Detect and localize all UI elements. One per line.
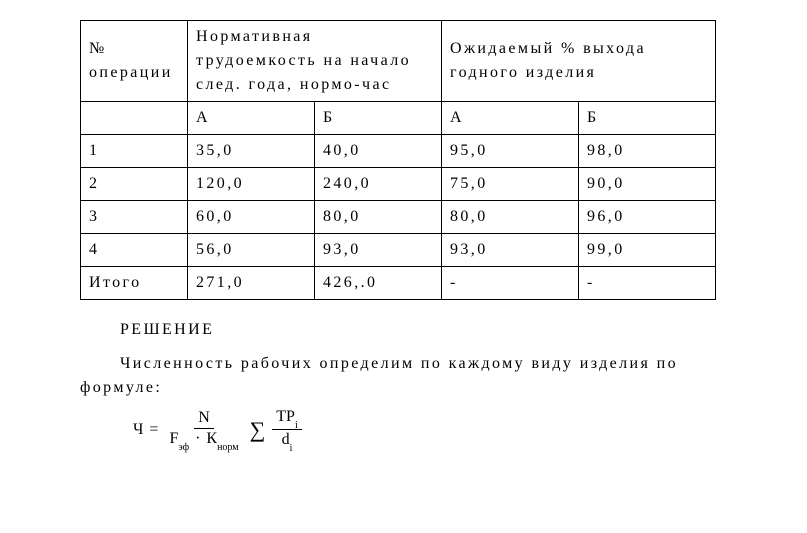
cell-ob: 98,0 — [579, 135, 716, 168]
cell-total-ob: - — [579, 267, 716, 300]
cell-total-tb: 426,.0 — [315, 267, 442, 300]
formula-eq: = — [149, 418, 158, 442]
col-out: Ожидаемый % выхода годного изделия — [442, 21, 716, 102]
frac1-den: Fэф · Кнорм — [165, 429, 242, 450]
cell-ta: 60,0 — [188, 201, 315, 234]
cell-total-oa: - — [442, 267, 579, 300]
table-row: 3 60,0 80,0 80,0 96,0 — [81, 201, 716, 234]
sub-col-a-2: А — [442, 102, 579, 135]
cell-oa: 93,0 — [442, 234, 579, 267]
frac2-den: di — [278, 430, 297, 451]
frac2-num: ТРi — [272, 408, 301, 430]
formula-frac-2: ТРi di — [272, 408, 301, 451]
cell-op: 2 — [81, 168, 188, 201]
table-row: 2 120,0 240,0 75,0 90,0 — [81, 168, 716, 201]
cell-tb: 93,0 — [315, 234, 442, 267]
cell-tb: 240,0 — [315, 168, 442, 201]
cell-ta: 56,0 — [188, 234, 315, 267]
table-row: 4 56,0 93,0 93,0 99,0 — [81, 234, 716, 267]
cell-total-ta: 271,0 — [188, 267, 315, 300]
frac2-den-sub: i — [290, 443, 293, 454]
cell-tb: 80,0 — [315, 201, 442, 234]
formula: Ч = N Fэф · Кнорм ∑ ТРi di — [130, 408, 306, 451]
section-title: РЕШЕНИЕ — [120, 318, 747, 342]
frac1-den-F-sub: эф — [178, 442, 189, 453]
table-header-row-1: № операции Нормативная трудоемкость на н… — [81, 21, 716, 102]
formula-block: Ч = N Fэф · Кнорм ∑ ТРi di — [130, 408, 747, 451]
frac2-den-text: d — [282, 431, 290, 448]
cell-ob: 96,0 — [579, 201, 716, 234]
frac2-num-sub: i — [295, 420, 298, 431]
table-total-row: Итого 271,0 426,.0 - - — [81, 267, 716, 300]
cell-ta: 35,0 — [188, 135, 315, 168]
formula-lhs: Ч — [133, 418, 143, 442]
cell-oa: 95,0 — [442, 135, 579, 168]
frac2-num-text: ТР — [276, 408, 295, 425]
cell-ob: 90,0 — [579, 168, 716, 201]
cell-total-label: Итого — [81, 267, 188, 300]
frac1-den-dot: · — [195, 430, 200, 447]
cell-tb: 40,0 — [315, 135, 442, 168]
cell-op: 3 — [81, 201, 188, 234]
frac1-den-K: К — [206, 430, 217, 447]
table-header-row-2: А Б А Б — [81, 102, 716, 135]
cell-op: 4 — [81, 234, 188, 267]
cell-oa: 80,0 — [442, 201, 579, 234]
frac1-den-K-sub: норм — [217, 442, 239, 453]
frac1-den-F: F — [169, 430, 178, 447]
table-row: 1 35,0 40,0 95,0 98,0 — [81, 135, 716, 168]
sub-col-b-2: Б — [579, 102, 716, 135]
cell-op: 1 — [81, 135, 188, 168]
cell-ob: 99,0 — [579, 234, 716, 267]
col-op-no: № операции — [81, 21, 188, 102]
data-table: № операции Нормативная трудоемкость на н… — [80, 20, 716, 300]
frac1-num: N — [194, 409, 214, 429]
cell-ta: 120,0 — [188, 168, 315, 201]
col-trud: Нормативная трудоемкость на начало след.… — [188, 21, 442, 102]
formula-sigma: ∑ — [250, 419, 266, 441]
formula-frac-1: N Fэф · Кнорм — [165, 409, 242, 450]
sub-col-b-1: Б — [315, 102, 442, 135]
cell-oa: 75,0 — [442, 168, 579, 201]
sub-col-a-1: А — [188, 102, 315, 135]
cell-empty — [81, 102, 188, 135]
paragraph-intro: Численность рабочих определим по каждому… — [80, 352, 747, 400]
